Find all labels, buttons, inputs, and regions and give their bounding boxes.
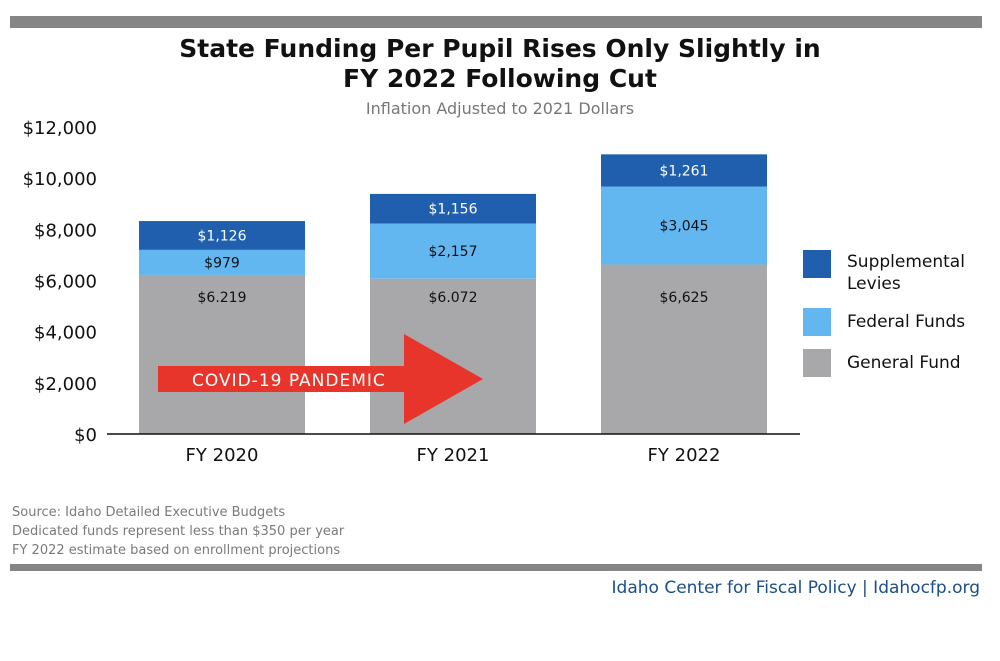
y-tick-label: $2,000 [34,374,97,395]
legend-label-line-1: Supplemental [847,252,965,272]
x-tick-label: FY 2022 [648,445,721,466]
bar-supplemental-levies [370,193,536,224]
data-label-general-fund: $6.072 [429,290,478,306]
y-tick-label: $8,000 [34,220,97,241]
chart-notes: Source: Idaho Detailed Executive Budgets… [12,503,344,560]
chart-title-line-1: State Funding Per Pupil Rises Only Sligh… [179,34,821,63]
legend-label-supplemental-levies: Supplemental Levies [847,251,997,295]
legend-label-federal-funds: Federal Funds [847,312,966,332]
chart-title: State Funding Per Pupil Rises Only Sligh… [0,34,1000,94]
data-label-federal-funds: $2,157 [429,244,478,260]
bottom-rule [10,564,982,571]
y-tick-label: $0 [74,425,97,446]
x-tick-label: FY 2021 [417,445,490,466]
data-label-federal-funds: $979 [204,255,240,271]
legend-label-general-fund: General Fund [847,353,961,373]
x-tick-label: FY 2020 [186,445,259,466]
y-tick-label: $4,000 [34,323,97,344]
legend-swatch-general-fund [803,349,831,377]
data-label-supplemental-levies: $1,126 [198,228,247,244]
credit-line: Idaho Center for Fiscal Policy | Idahocf… [611,578,980,598]
bar-federal-funds [601,186,767,265]
bar-supplemental-levies [601,154,767,187]
top-rule [10,16,982,28]
bar-federal-funds [370,223,536,279]
covid-arrow: COVID-19 PANDEMIC [158,334,483,424]
bar-federal-funds [139,249,305,275]
bar-general-fund [370,278,536,434]
y-tick-label: $10,000 [23,169,97,190]
y-axis: $0 $2,000 $4,000 $6,000 $8,000 $10,000 $12,000 [23,118,97,446]
bar-general-fund [139,274,305,434]
y-tick-label: $12,000 [23,118,97,139]
legend-label-line-2: Levies [847,274,901,294]
bars: $6.219 $979 $1,126 $6.072 $2,157 $1,156 $6,625… [139,154,767,434]
data-label-supplemental-levies: $1,156 [429,202,478,218]
y-tick-label: $6,000 [34,272,97,293]
data-label-general-fund: $6,625 [660,290,709,306]
legend-swatch-federal-funds [803,308,831,336]
x-axis: FY 2020 FY 2021 FY 2022 [186,445,721,466]
note-source: Source: Idaho Detailed Executive Budgets [12,505,286,520]
covid-arrow-shape [158,334,483,424]
chart-title-line-2: FY 2022 Following Cut [343,64,657,93]
note-dedicated-funds: Dedicated funds represent less than $350… [12,524,345,539]
covid-arrow-label: COVID-19 PANDEMIC [192,371,386,391]
bar-supplemental-levies [139,221,305,250]
note-estimate: FY 2022 estimate based on enrollment pro… [12,543,341,558]
legend-swatch-supplemental-levies [803,250,831,278]
data-label-general-fund: $6.219 [198,290,247,306]
data-label-federal-funds: $3,045 [660,219,709,235]
chart-subtitle: Inflation Adjusted to 2021 Dollars [365,99,635,118]
data-label-supplemental-levies: $1,261 [660,163,709,179]
bar-general-fund [601,264,767,434]
